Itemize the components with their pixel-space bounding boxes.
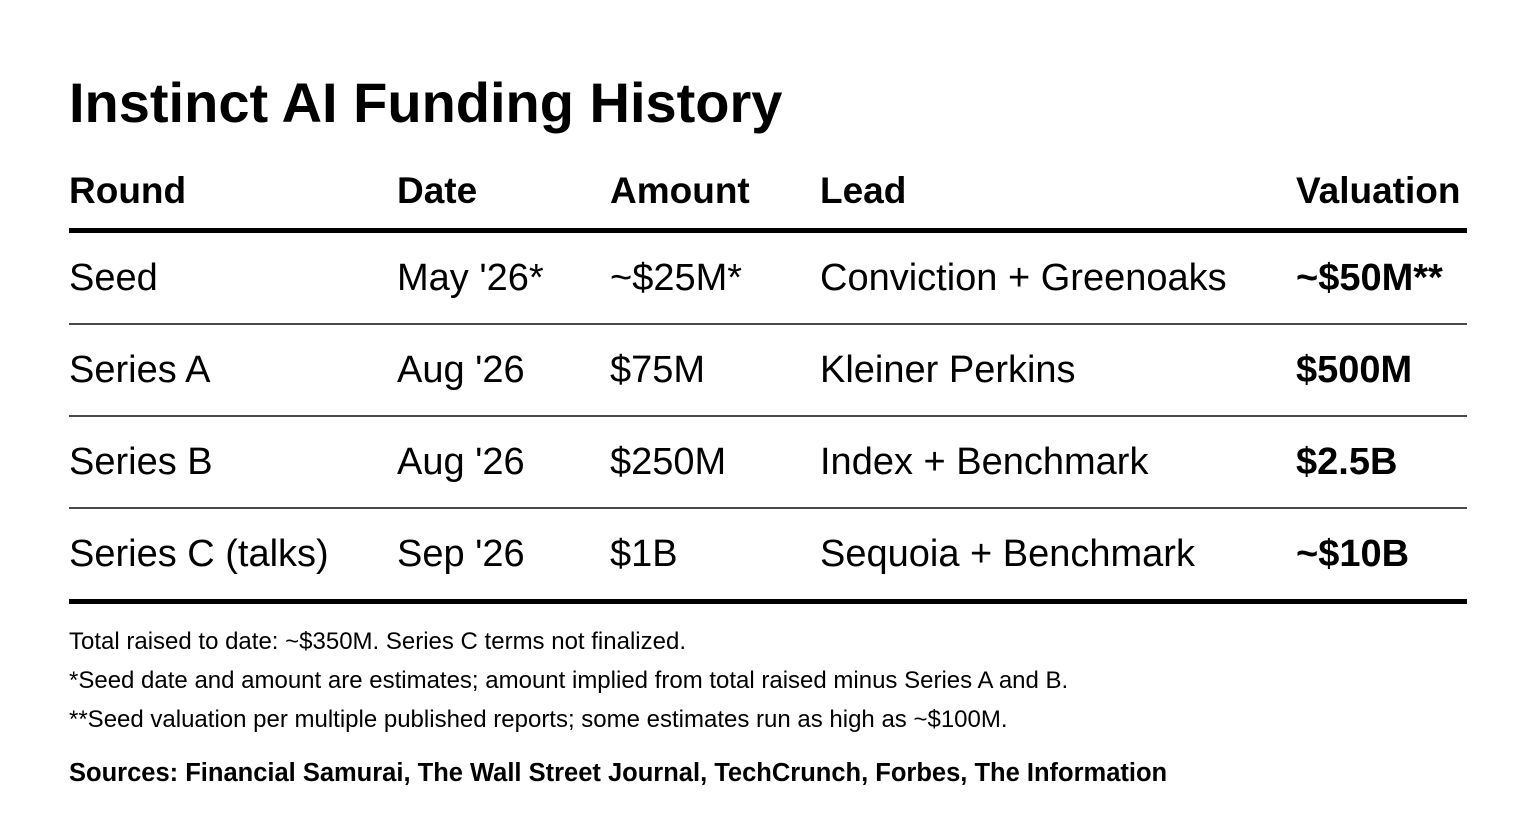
footnotes: Total raised to date: ~$350M. Series C t… bbox=[69, 622, 1068, 739]
column-header-round: Round bbox=[69, 170, 187, 211]
valuation-cell: ~$10B bbox=[1296, 533, 1410, 575]
seed-estimate-footnote: *Seed date and amount are estimates; amo… bbox=[69, 667, 1069, 694]
round-cell: Series B bbox=[69, 441, 213, 483]
date-cell: May '26* bbox=[397, 257, 544, 299]
table-row: Series A Aug '26 $75M Kleiner Perkins $5… bbox=[69, 325, 1467, 417]
table-row: Seed May '26* ~$25M* Conviction + Greeno… bbox=[69, 233, 1467, 325]
lead-cell: Kleiner Perkins bbox=[820, 349, 1076, 391]
amount-cell: $250M bbox=[610, 441, 727, 483]
valuation-cell: ~$50M** bbox=[1296, 257, 1443, 299]
sources-line: Sources: Financial Samurai, The Wall Str… bbox=[69, 759, 1168, 787]
lead-cell: Index + Benchmark bbox=[820, 441, 1149, 483]
date-cell: Aug '26 bbox=[397, 349, 525, 391]
funding-table: Round Date Amount Lead Valuation Seed Ma… bbox=[69, 160, 1467, 604]
table-header-row: Round Date Amount Lead Valuation bbox=[69, 160, 1467, 233]
table-row: Series B Aug '26 $250M Index + Benchmark… bbox=[69, 417, 1467, 509]
round-cell: Seed bbox=[69, 257, 158, 299]
column-header-amount: Amount bbox=[610, 170, 750, 211]
page-title: Instinct AI Funding History bbox=[69, 71, 783, 134]
amount-cell: ~$25M* bbox=[610, 257, 743, 299]
lead-cell: Sequoia + Benchmark bbox=[820, 533, 1195, 575]
column-header-valuation: Valuation bbox=[1296, 170, 1461, 211]
amount-cell: $75M bbox=[610, 349, 706, 391]
seed-valuation-footnote: **Seed valuation per multiple published … bbox=[69, 706, 1008, 733]
amount-cell: $1B bbox=[610, 533, 678, 575]
valuation-cell: $500M bbox=[1296, 349, 1413, 391]
column-header-date: Date bbox=[397, 170, 478, 211]
date-cell: Sep '26 bbox=[397, 533, 525, 575]
round-cell: Series A bbox=[69, 349, 211, 391]
date-cell: Aug '26 bbox=[397, 441, 525, 483]
round-cell: Series C (talks) bbox=[69, 533, 329, 575]
table-row: Series C (talks) Sep '26 $1B Sequoia + B… bbox=[69, 509, 1467, 604]
lead-cell: Conviction + Greenoaks bbox=[820, 257, 1227, 299]
total-raised-note: Total raised to date: ~$350M. Series C t… bbox=[69, 628, 686, 655]
valuation-cell: $2.5B bbox=[1296, 441, 1398, 483]
column-header-lead: Lead bbox=[820, 170, 907, 211]
